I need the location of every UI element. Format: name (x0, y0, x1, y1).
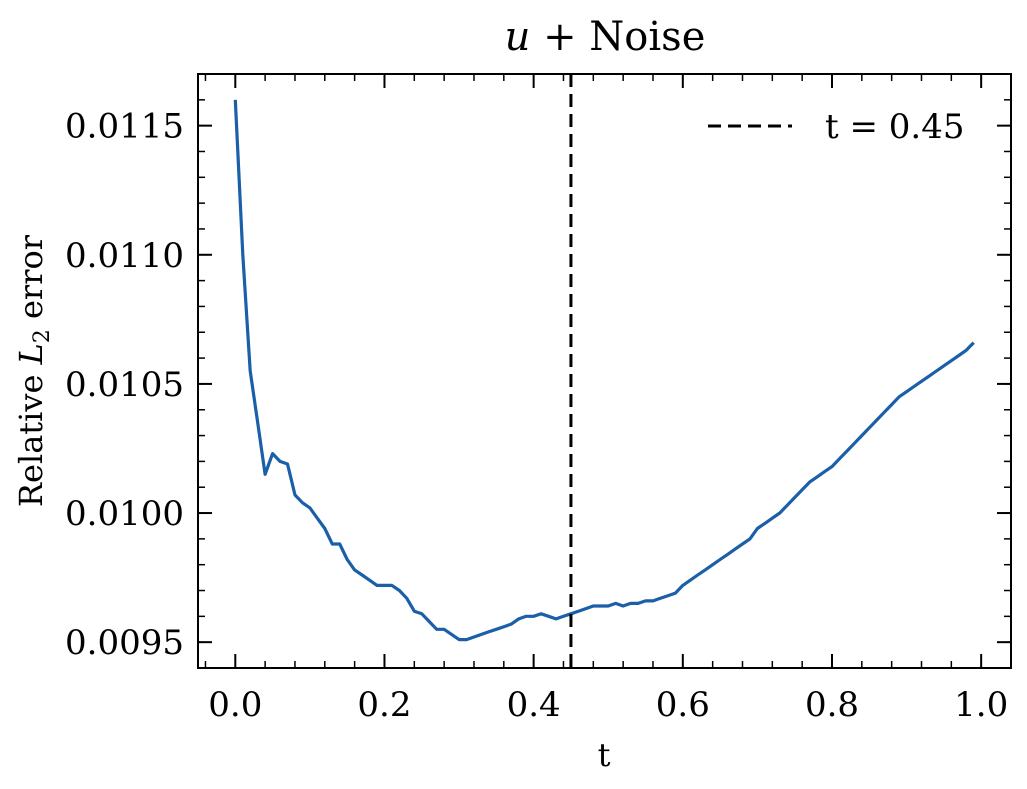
y-tick-label: 0.0105 (65, 365, 184, 405)
y-tick-label: 0.0110 (65, 236, 184, 276)
x-tick-label: 0.4 (507, 685, 561, 725)
x-tick-label: 0.0 (208, 685, 262, 725)
legend: t = 0.45 (708, 107, 964, 147)
x-axis-label: t (598, 736, 611, 774)
chart-title: u + Noise (505, 14, 706, 60)
y-tick-label: 0.0100 (65, 494, 184, 534)
y-tick-labels: 0.0095 0.0100 0.0105 0.0110 0.0115 (65, 107, 184, 664)
series-line (233, 99, 975, 642)
x-tick-label: 1.0 (954, 685, 1008, 725)
y-tick-label: 0.0095 (65, 623, 184, 663)
series-layer (233, 99, 975, 642)
legend-label: t = 0.45 (825, 107, 964, 147)
plot-frame (197, 73, 1012, 669)
x-tick-label: 0.6 (656, 685, 710, 725)
y-axis-label: Relative L2 error (12, 234, 55, 507)
tick-layer (198, 73, 1011, 669)
x-tick-label: 0.8 (805, 685, 859, 725)
x-tick-label: 0.2 (357, 685, 411, 725)
x-tick-labels: 0.0 0.2 0.4 0.6 0.8 1.0 (208, 685, 1008, 725)
y-tick-label: 0.0115 (65, 107, 184, 147)
